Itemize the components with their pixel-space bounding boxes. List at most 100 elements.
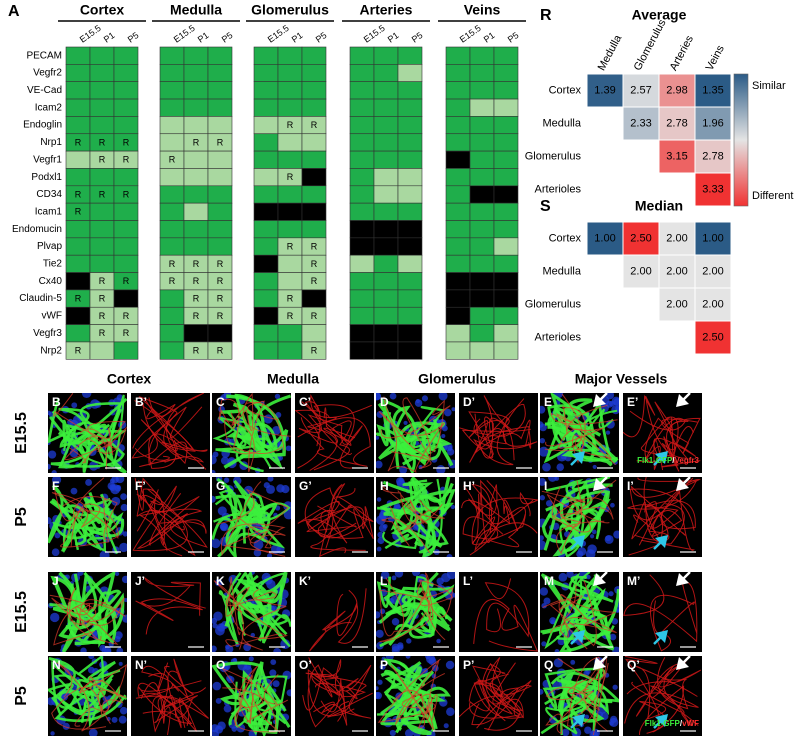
- nucleus: [212, 469, 216, 473]
- nucleus: [608, 591, 614, 597]
- heatmap-cell: [349, 324, 375, 343]
- vessel-signal: [242, 669, 291, 728]
- nucleus: [121, 614, 127, 623]
- nucleus: [406, 638, 412, 644]
- stage-label: E15.5: [78, 23, 103, 45]
- heatmap-cell: [469, 168, 495, 187]
- micrograph: H’: [459, 477, 538, 557]
- marker-signal: [661, 417, 701, 468]
- nucleus: [380, 572, 390, 580]
- heatmap-cell: [349, 289, 375, 308]
- nucleus: [267, 477, 274, 482]
- vessel-signal: [48, 674, 114, 713]
- heatmap-cell: [373, 289, 399, 308]
- cell-label: R: [193, 137, 200, 147]
- marker-signal: [336, 588, 367, 644]
- micrograph-content: [627, 477, 702, 556]
- cell-label: R: [311, 311, 318, 321]
- micrograph-content: [473, 578, 538, 652]
- heatmap-cell: [207, 116, 233, 135]
- nucleus: [232, 657, 238, 663]
- cell-label: R: [311, 259, 318, 269]
- vessel-signal: [48, 656, 127, 709]
- marker-signal: [624, 665, 699, 724]
- micrograph: P: [376, 656, 455, 736]
- marker-signal: [650, 657, 689, 710]
- nucleus: [212, 538, 221, 549]
- heatmap-cell: [89, 81, 115, 100]
- marker-signal: [220, 481, 286, 557]
- marker-signal: [66, 587, 119, 645]
- heatmap-cell: [493, 98, 519, 117]
- micrograph: Q: [540, 655, 619, 736]
- micrograph: L’: [459, 572, 538, 652]
- nucleus: [549, 715, 557, 724]
- micrograph: Q’ Flk1-GFP/vWF: [623, 655, 702, 736]
- heatmap-cell: [253, 133, 279, 152]
- marker-signal: [461, 480, 519, 532]
- micrograph: C’: [295, 393, 374, 473]
- cell-value: 2.33: [630, 117, 651, 129]
- heatmap-cell: [469, 81, 495, 100]
- heatmap-cell: [373, 237, 399, 256]
- nucleus: [223, 704, 232, 713]
- cell-value: 3.15: [666, 150, 687, 162]
- nucleus: [446, 572, 455, 580]
- heatmap-cell: [207, 237, 233, 256]
- stage-label: E15.5: [172, 23, 197, 45]
- marker-signal: [380, 484, 443, 525]
- vessel-signal: [62, 394, 125, 468]
- micrograph: G: [212, 477, 291, 557]
- heatmap-cell: [207, 202, 233, 221]
- matrix-cell: [694, 287, 732, 322]
- marker-signal: [136, 477, 196, 557]
- nucleus: [558, 572, 568, 582]
- gene-label: Endomucin: [12, 224, 62, 235]
- cell-label: R: [311, 276, 318, 286]
- heatmap-cell: [159, 220, 185, 239]
- gene-label: Podxl1: [31, 172, 62, 183]
- cell-value: 1.96: [702, 117, 723, 129]
- heatmap-cell: [469, 46, 495, 65]
- gene-label: CD34: [36, 189, 62, 200]
- arrow-head: [676, 394, 689, 407]
- nucleus: [426, 656, 436, 664]
- micrograph: E: [540, 392, 619, 473]
- heatmap-cell: [445, 289, 471, 308]
- marker-signal: [315, 659, 367, 722]
- heatmap-cell: [493, 46, 519, 65]
- nucleus: [88, 728, 98, 736]
- stage-label: P1: [196, 30, 211, 45]
- heatmap-cell: [373, 202, 399, 221]
- nucleus: [570, 659, 576, 665]
- heatmap-cell: [373, 341, 399, 360]
- row-label: Glomerulus: [525, 298, 582, 310]
- stain-label: Flk1-GFP/Vegfr3: [637, 456, 699, 465]
- marker-signal: [216, 488, 289, 553]
- heatmap-cell: [301, 133, 327, 152]
- nucleus: [231, 726, 238, 732]
- heatmap-cell: [253, 64, 279, 82]
- heatmap-cell: [397, 64, 423, 82]
- heatmap-cell: [445, 168, 471, 187]
- heatmap-cell: [253, 289, 279, 308]
- marker-signal: [541, 490, 610, 533]
- nucleus: [540, 495, 546, 501]
- heatmap-cell: [301, 202, 327, 221]
- arrow-head: [593, 478, 606, 491]
- heatmap-cell: [445, 64, 471, 82]
- micrograph-content: [48, 572, 127, 652]
- nucleus: [114, 572, 120, 577]
- heatmap-cell: [349, 46, 375, 65]
- vessel-signal: [247, 661, 280, 736]
- heatmap-cell: [373, 185, 399, 204]
- panel-letter: M: [544, 574, 554, 588]
- marker-signal: [394, 660, 446, 725]
- cell-label: R: [287, 241, 294, 251]
- heatmap-cell: [183, 220, 209, 239]
- panel-letter: B: [52, 395, 61, 409]
- micrograph-content: [461, 479, 538, 556]
- gene-label: Claudin-5: [19, 293, 62, 304]
- stage-label: E15.5: [362, 23, 387, 45]
- heatmap-cell: [349, 133, 375, 152]
